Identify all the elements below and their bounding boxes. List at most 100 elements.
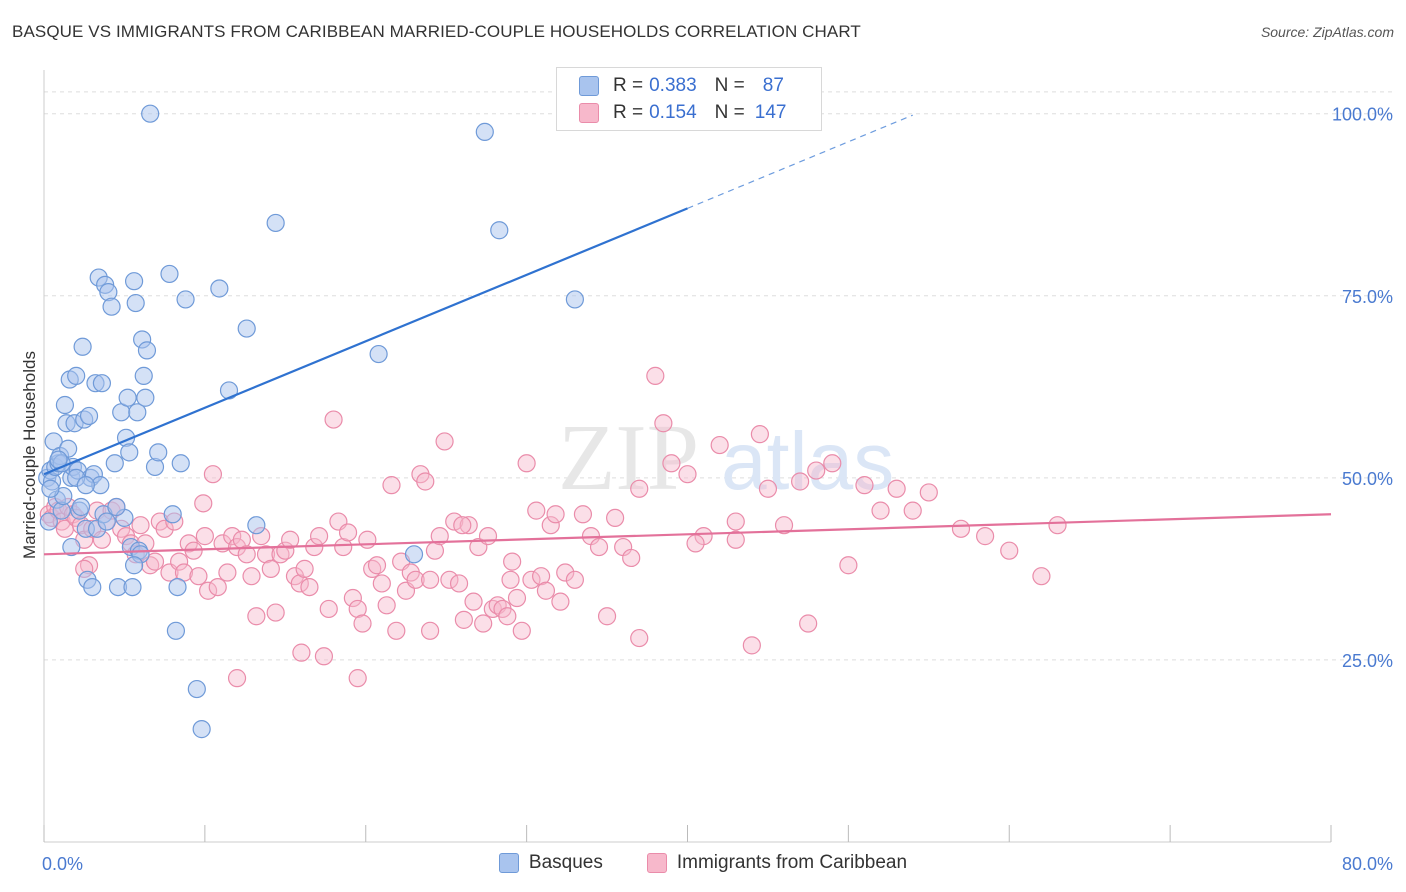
data-point-caribbean: [372, 574, 391, 593]
data-point-caribbean: [242, 567, 261, 586]
data-point-basque: [136, 388, 155, 407]
data-point-basque: [266, 213, 285, 233]
data-point-basque: [71, 497, 91, 517]
x-tick-label: 80.0%: [1342, 854, 1393, 874]
data-point-caribbean: [774, 516, 794, 535]
data-point-basque: [120, 443, 139, 462]
data-point-caribbean: [449, 574, 469, 593]
data-point-caribbean: [662, 454, 681, 473]
data-point-caribbean: [145, 552, 165, 571]
legend-n-value: 147: [754, 102, 787, 123]
data-point-caribbean: [227, 669, 247, 688]
data-point-caribbean: [646, 366, 665, 385]
data-point-caribbean: [223, 527, 242, 546]
data-point-caribbean: [565, 570, 584, 589]
data-point-caribbean: [799, 614, 818, 633]
data-point-caribbean: [237, 545, 256, 564]
data-point-caribbean: [324, 410, 343, 429]
axes: [43, 70, 1332, 843]
legend-label-basques: Basques: [528, 852, 603, 873]
data-point-basque: [163, 505, 182, 524]
data-point-caribbean: [710, 435, 729, 455]
data-point-caribbean: [742, 636, 761, 655]
watermark: ZIP atlas: [558, 406, 894, 510]
data-point-basque: [73, 337, 92, 356]
watermark-atlas: atlas: [721, 416, 894, 507]
caribbean-points: [39, 366, 1067, 688]
data-point-basque: [126, 293, 145, 313]
data-point-basque: [160, 264, 179, 284]
data-point-caribbean: [517, 454, 536, 473]
data-point-caribbean: [726, 530, 745, 549]
data-point-caribbean: [507, 588, 527, 608]
legend-item-basques[interactable]: Basques: [498, 852, 603, 874]
legend-item-caribbean[interactable]: Immigrants from Caribbean: [646, 852, 907, 874]
data-point-caribbean: [387, 621, 406, 640]
data-point-caribbean: [440, 570, 459, 589]
data-point-caribbean: [454, 610, 473, 629]
data-point-caribbean: [377, 596, 396, 615]
data-point-caribbean: [203, 465, 223, 484]
series-legend: Basques Immigrants from Caribbean: [0, 852, 1406, 874]
y-tick-label: 50.0%: [1342, 469, 1393, 489]
data-point-caribbean: [348, 669, 367, 688]
data-point-caribbean: [823, 454, 842, 473]
data-point-caribbean: [726, 512, 745, 531]
data-point-caribbean: [194, 494, 213, 513]
data-point-basque: [67, 366, 86, 385]
data-point-basque: [124, 272, 144, 291]
data-point-caribbean: [573, 505, 593, 524]
data-point-caribbean: [503, 552, 522, 571]
data-point-caribbean: [189, 567, 208, 586]
data-point-caribbean: [546, 505, 565, 524]
data-point-caribbean: [678, 465, 697, 484]
data-point-basque: [76, 476, 95, 495]
data-point-caribbean: [630, 628, 649, 648]
legend-swatch-pink: [579, 103, 599, 123]
data-point-caribbean: [758, 479, 778, 498]
legend-row-caribbean: R = 0.154 N = 147: [579, 100, 786, 126]
data-point-caribbean: [459, 516, 478, 535]
legend-n-label: N =: [714, 102, 745, 123]
watermark-zip: ZIP: [558, 406, 699, 510]
data-point-caribbean: [348, 599, 367, 619]
legend-r-value: 0.154: [649, 102, 697, 123]
data-point-basque: [105, 454, 124, 473]
data-point-caribbean: [338, 523, 358, 542]
data-point-caribbean: [589, 537, 609, 557]
data-point-caribbean: [131, 516, 150, 535]
data-point-basque: [128, 403, 147, 422]
data-point-caribbean: [478, 527, 498, 546]
data-point-caribbean: [208, 577, 227, 597]
data-point-caribbean: [654, 414, 673, 433]
data-point-caribbean: [919, 483, 938, 502]
data-point-caribbean: [1048, 516, 1067, 535]
source-credit: Source: ZipAtlas.com: [1260, 24, 1394, 40]
data-point-basque: [124, 556, 144, 575]
data-point-basque: [62, 537, 81, 557]
data-point-basque: [168, 577, 187, 597]
data-point-caribbean: [541, 516, 560, 535]
data-point-caribbean: [622, 548, 641, 568]
correlation-legend: R = 0.383 N = 87 R = 0.154 N = 147: [556, 67, 822, 131]
data-point-caribbean: [430, 527, 449, 546]
data-point-basque: [141, 104, 160, 123]
trend-lines: [43, 114, 1332, 556]
data-point-caribbean: [750, 425, 769, 444]
data-point-caribbean: [791, 472, 810, 491]
data-point-caribbean: [551, 592, 570, 611]
data-point-caribbean: [295, 559, 314, 578]
data-point-caribbean: [976, 527, 995, 546]
legend-n-label: N =: [714, 75, 745, 96]
data-point-basque: [166, 621, 186, 640]
data-point-caribbean: [1032, 567, 1051, 586]
data-point-caribbean: [951, 519, 971, 538]
legend-n-value: 87: [762, 75, 784, 96]
data-point-caribbean: [170, 552, 189, 571]
data-point-caribbean: [855, 476, 874, 495]
legend-swatch-blue: [498, 853, 519, 873]
data-point-basque: [187, 679, 206, 699]
basques-points: [38, 104, 584, 739]
data-point-caribbean: [522, 570, 541, 589]
